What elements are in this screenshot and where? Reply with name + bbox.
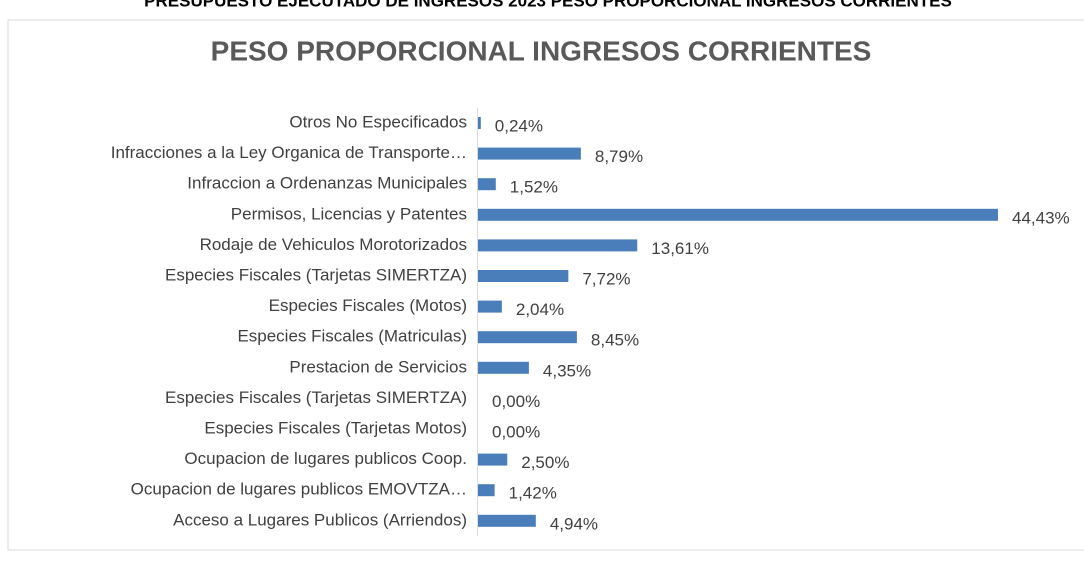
bar (478, 239, 638, 252)
data-label: 1,42% (509, 484, 557, 503)
bar (478, 178, 496, 191)
bar (478, 270, 569, 282)
data-label: 44,43% (1012, 208, 1070, 227)
data-label: 4,94% (550, 514, 598, 533)
category-label: Infracciones a la Ley Organica de Transp… (111, 143, 467, 162)
supertitle: PRESUPUESTO EJECUTADO DE INGRESOS 2023 P… (144, 0, 952, 10)
category-label: Especies Fiscales (Matriculas) (237, 327, 467, 346)
category-label: Rodaje de Vehiculos Morotorizados (200, 235, 467, 254)
bar (478, 514, 536, 527)
bar (478, 147, 581, 160)
data-label: 8,79% (595, 147, 643, 166)
category-label: Especies Fiscales (Tarjetas Motos) (204, 418, 467, 437)
category-label: Especies Fiscales (Tarjetas SIMERTZA) (165, 265, 467, 284)
bar (478, 208, 998, 221)
data-label: 0,24% (495, 116, 543, 135)
bar (478, 453, 508, 466)
bar (478, 300, 502, 313)
category-label: Infraccion a Ordenanzas Municipales (187, 174, 467, 193)
category-label: Prestacion de Servicios (289, 357, 467, 376)
category-label: Especies Fiscales (Motos) (269, 296, 467, 315)
category-label: Permisos, Licencias y Patentes (231, 204, 467, 223)
data-label: 2,04% (516, 300, 564, 319)
data-label: 7,72% (582, 269, 630, 288)
data-label: 0,00% (492, 422, 540, 441)
bar (478, 117, 481, 129)
data-label: 8,45% (591, 331, 639, 350)
data-label: 2,50% (521, 453, 569, 472)
category-label: Ocupacion de lugares publicos EMOVTZA… (131, 480, 467, 499)
data-label: 4,35% (543, 361, 591, 380)
category-label: Especies Fiscales (Tarjetas SIMERTZA) (165, 388, 467, 407)
category-label: Acceso a Lugares Publicos (Arriendos) (173, 510, 467, 529)
category-label: Ocupacion de lugares publicos Coop. (184, 449, 467, 468)
data-label: 0,00% (492, 392, 540, 411)
category-label: Otros No Especificados (289, 112, 467, 131)
bar (478, 484, 495, 497)
bar (478, 361, 529, 374)
data-label: 1,52% (510, 178, 558, 197)
data-label: 13,61% (651, 239, 709, 258)
bar (478, 331, 577, 344)
chart-title: PESO PROPORCIONAL INGRESOS CORRIENTES (211, 35, 872, 66)
chart-frame (7, 19, 1084, 551)
